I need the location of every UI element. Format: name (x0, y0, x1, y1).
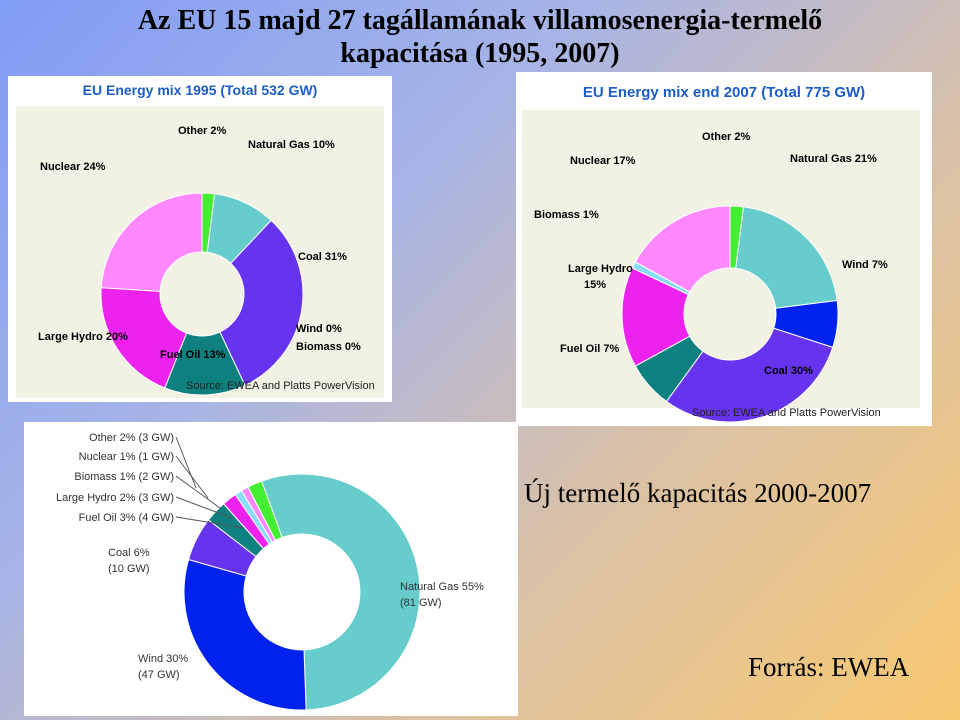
chart-2007-label-large-hydro-line1: Large Hydro (568, 263, 633, 275)
chart-1995-label-other: Other 2% (178, 125, 227, 137)
chart-new-label-fuel-oil: Fuel Oil 3% (4 GW) (79, 512, 174, 524)
chart-new-sublabel-natural-gas: (81 GW) (400, 597, 442, 609)
chart-new-sublabel-wind: (47 GW) (138, 669, 180, 681)
slide-title-line2: kapacitása (1995, 2007) (340, 38, 620, 69)
chart-1995-label-natural-gas: Natural Gas 10% (248, 139, 335, 151)
chart-2007-slice-coal (665, 327, 834, 423)
slide-title: Az EU 15 majd 27 tagállamának villamosen… (40, 4, 920, 70)
chart-2007-label-fuel-oil: Fuel Oil 7% (560, 343, 620, 355)
chart-new-label-biomass: Biomass 1% (2 GW) (74, 471, 174, 483)
chart-2007-label-wind: Wind 7% (842, 259, 888, 271)
chart-2007-label-natural-gas: Natural Gas 21% (790, 153, 877, 165)
chart-new-slice-natural-gas (261, 473, 421, 711)
chart-2007-panel: EU Energy mix end 2007 (Total 775 GW) Ot… (516, 72, 932, 426)
chart-new-label-large-hydro: Large Hydro 2% (3 GW) (56, 492, 174, 504)
chart-1995-svg: Other 2% Natural Gas 10% Coal 31% Wind 0% Bi… (38, 125, 361, 396)
chart-1995-source: Source: EWEA and Platts PowerVision (186, 380, 375, 392)
source-footer: Forrás: EWEA (748, 652, 910, 682)
chart-2007-label-biomass: Biomass 1% (534, 209, 599, 221)
chart-1995-slice-nuclear (100, 192, 203, 292)
chart-2007-title: EU Energy mix end 2007 (Total 775 GW) (582, 84, 866, 101)
chart-new-label-coal: Coal 6% (108, 547, 150, 559)
chart-new-label-other: Other 2% (3 GW) (89, 432, 174, 444)
chart-1995-label-biomass: Biomass 0% (296, 341, 361, 353)
chart-new-leader-large-hydro (175, 496, 233, 519)
chart-1995-title: EU Energy mix 1995 (Total 532 GW) (82, 82, 318, 98)
chart-new-slice-wind (183, 558, 307, 711)
chart-new-leader-nuclear (175, 455, 209, 499)
chart-new-leader-biomass (175, 475, 221, 509)
chart-1995-label-large-hydro: Large Hydro 20% (38, 331, 128, 343)
chart-1995-label-nuclear: Nuclear 24% (40, 161, 106, 173)
chart-new-capacity-svg: Natural Gas 55% (81 GW) Wind 30% (47 GW) Coa… (56, 432, 484, 711)
chart-new-leader-other (175, 436, 197, 489)
chart-new-leader-fuel-oil (175, 516, 245, 529)
chart-1995-label-wind: Wind 0% (296, 323, 342, 335)
chart-1995-label-coal: Coal 31% (298, 251, 347, 263)
chart-new-label-nuclear: Nuclear 1% (1 GW) (79, 451, 174, 463)
chart-new-capacity-panel: Natural Gas 55% (81 GW) Wind 30% (47 GW) Coa… (24, 422, 518, 716)
slide-title-line1: Az EU 15 majd 27 tagállamának villamosen… (137, 5, 823, 36)
chart-2007-label-nuclear: Nuclear 17% (570, 155, 636, 167)
chart-1995-panel: EU Energy mix 1995 (Total 532 GW) Other … (8, 76, 392, 402)
chart-new-label-wind: Wind 30% (138, 653, 188, 665)
chart-1995-slice-large-hydro (100, 287, 188, 389)
chart-2007-svg: Other 2% Natural Gas 21% Wind 7% Coal 30% Fu… (534, 131, 888, 423)
chart-2007-source: Source: EWEA and Platts PowerVision (692, 407, 881, 419)
chart-new-label-natural-gas: Natural Gas 55% (400, 581, 484, 593)
chart-new-slice-other (247, 480, 283, 542)
chart-1995-label-fuel-oil: Fuel Oil 13% (160, 349, 226, 361)
chart-new-sublabel-coal: (10 GW) (108, 563, 150, 575)
chart-2007-label-other: Other 2% (702, 131, 751, 143)
chart-1995-slice-coal (219, 219, 304, 387)
chart-2007-slice-nuclear (634, 205, 731, 293)
chart-2007-slice-natural-gas (735, 206, 838, 309)
chart-2007-label-large-hydro-line2: 15% (584, 279, 606, 291)
chart-2007-label-coal: Coal 30% (764, 365, 813, 377)
new-capacity-heading: Új termelő kapacitás 2000-2007 (524, 478, 872, 508)
